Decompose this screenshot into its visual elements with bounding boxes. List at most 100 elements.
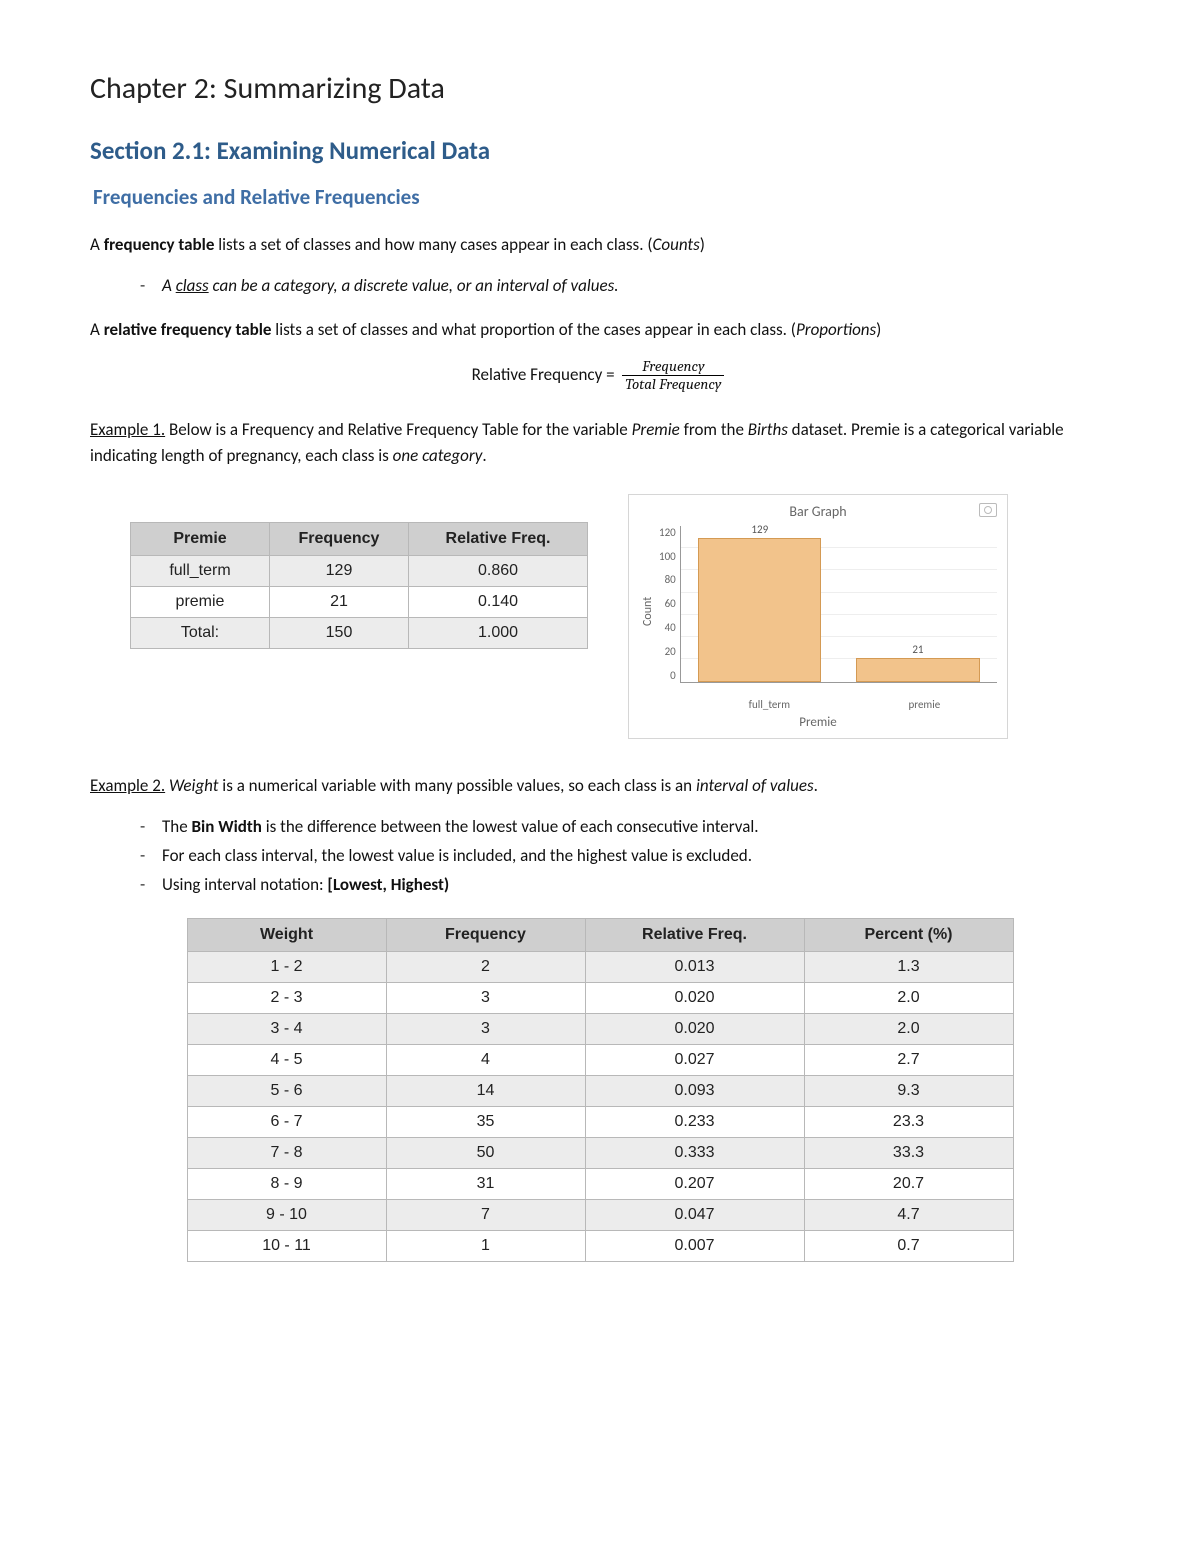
table-row: 6 - 7350.23323.3	[187, 1106, 1013, 1137]
term-bin-width: Bin Width	[192, 816, 262, 837]
table-row: 9 - 1070.0474.7	[187, 1199, 1013, 1230]
text: The	[162, 816, 192, 837]
table-cell: 8 - 9	[187, 1168, 386, 1199]
bar-chart: Bar Graph Count 120100806040200 12921 fu…	[628, 494, 1008, 739]
table-row: 5 - 6140.0939.3	[187, 1075, 1013, 1106]
premie-frequency-table: PremieFrequencyRelative Freq.full_term12…	[130, 522, 588, 649]
term-class: class	[176, 275, 209, 296]
table-cell: 23.3	[804, 1106, 1013, 1137]
table-cell: premie	[131, 586, 270, 617]
table-cell: 0.860	[409, 555, 588, 586]
table-cell: 20.7	[804, 1168, 1013, 1199]
text: A	[162, 275, 176, 296]
table-cell: 0.7	[804, 1230, 1013, 1261]
text: from the	[680, 419, 748, 440]
table-row: premie210.140	[131, 586, 588, 617]
table-cell: 0.020	[585, 1013, 804, 1044]
table-header: Frequency	[270, 522, 409, 555]
chart-bar: 129	[698, 538, 821, 682]
table-row: Total:1501.000	[131, 617, 588, 648]
table-cell: 2	[386, 951, 585, 982]
text: lists a set of classes and how many case…	[214, 234, 652, 255]
table-cell: 0.027	[585, 1044, 804, 1075]
table-cell: 3	[386, 1013, 585, 1044]
table-cell: 1 - 2	[187, 951, 386, 982]
text: A	[90, 234, 104, 255]
text: Using interval notation:	[162, 874, 327, 895]
category-label: premie	[852, 698, 997, 711]
var-weight: Weight	[169, 775, 218, 796]
table-cell: 0.047	[585, 1199, 804, 1230]
table-cell: 2.7	[804, 1044, 1013, 1075]
list-item: For each class interval, the lowest valu…	[140, 842, 1110, 871]
fraction: Frequency Total Frequency	[618, 358, 728, 394]
table-header: Relative Freq.	[585, 918, 804, 951]
fraction-numerator: Frequency	[622, 358, 724, 376]
chart-y-axis: 120100806040200	[657, 526, 680, 696]
text: A class can be a category, a discrete va…	[162, 275, 619, 296]
chart-category-labels: full_termpremie	[639, 698, 997, 711]
y-tick-label: 80	[665, 573, 676, 586]
bullet-list-2: The Bin Width is the difference between …	[90, 813, 1110, 900]
table-cell: 6 - 7	[187, 1106, 386, 1137]
table-cell: 4 - 5	[187, 1044, 386, 1075]
chart-plot-area: Count 120100806040200 12921	[639, 526, 997, 696]
table-cell: 1.3	[804, 951, 1013, 982]
table-header: Relative Freq.	[409, 522, 588, 555]
term-counts: Counts	[652, 234, 699, 255]
table-cell: full_term	[131, 555, 270, 586]
table-header: Weight	[187, 918, 386, 951]
subsection-title: Frequencies and Relative Frequencies	[93, 184, 1110, 210]
table-cell: 50	[386, 1137, 585, 1168]
chapter-title: Chapter 2: Summarizing Data	[90, 70, 1110, 107]
table-row: 1 - 220.0131.3	[187, 951, 1013, 982]
dataset-births: Births	[748, 419, 788, 440]
example-1-content: PremieFrequencyRelative Freq.full_term12…	[130, 494, 1110, 739]
chart-title: Bar Graph	[639, 503, 997, 520]
table-cell: 0.207	[585, 1168, 804, 1199]
table-cell: 0.020	[585, 982, 804, 1013]
text: )	[700, 234, 705, 255]
bar-value-label: 21	[857, 643, 978, 656]
y-tick-label: 0	[670, 669, 676, 682]
text: Below is a Frequency and Relative Freque…	[165, 419, 631, 440]
table-row: 7 - 8500.33333.3	[187, 1137, 1013, 1168]
table-cell: 7	[386, 1199, 585, 1230]
table-cell: 0.093	[585, 1075, 804, 1106]
formula-relative-frequency: Relative Frequency = Frequency Total Fre…	[90, 358, 1110, 394]
text: )	[876, 319, 881, 340]
table-cell: 1	[386, 1230, 585, 1261]
table-row: 4 - 540.0272.7	[187, 1044, 1013, 1075]
y-tick-label: 60	[665, 597, 676, 610]
y-tick-label: 40	[665, 621, 676, 634]
table-cell: 2.0	[804, 982, 1013, 1013]
paragraph-freq-table: A frequency table lists a set of classes…	[90, 232, 1110, 258]
text: can be a category, a discrete value, or …	[209, 275, 619, 296]
table-cell: 2.0	[804, 1013, 1013, 1044]
table-cell: 33.3	[804, 1137, 1013, 1168]
table-cell: 0.007	[585, 1230, 804, 1261]
table-1-container: PremieFrequencyRelative Freq.full_term12…	[130, 494, 588, 649]
list-item: The Bin Width is the difference between …	[140, 813, 1110, 842]
term-proportions: Proportions	[796, 319, 876, 340]
y-tick-label: 120	[659, 526, 676, 539]
var-premie: Premie	[632, 419, 680, 440]
table-cell: 5 - 6	[187, 1075, 386, 1106]
document-page: { "chapter_title": "Chapter 2: Summarizi…	[0, 0, 1200, 1553]
chart-container: Bar Graph Count 120100806040200 12921 fu…	[628, 494, 1008, 739]
list-item: Using interval notation: [Lowest, Highes…	[140, 871, 1110, 900]
text: .	[814, 775, 818, 796]
term-frequency-table: frequency table	[104, 234, 215, 255]
table-cell: Total:	[131, 617, 270, 648]
section-title: Section 2.1: Examining Numerical Data	[90, 135, 1110, 166]
text: is a numerical variable with many possib…	[218, 775, 696, 796]
table-cell: 1.000	[409, 617, 588, 648]
table-cell: 21	[270, 586, 409, 617]
y-tick-label: 100	[659, 550, 676, 563]
text: interval of values	[696, 775, 814, 796]
text: is the difference between the lowest val…	[262, 816, 759, 837]
table-row: full_term1290.860	[131, 555, 588, 586]
table-cell: 129	[270, 555, 409, 586]
camera-icon[interactable]	[979, 503, 997, 517]
table-row: 10 - 1110.0070.7	[187, 1230, 1013, 1261]
